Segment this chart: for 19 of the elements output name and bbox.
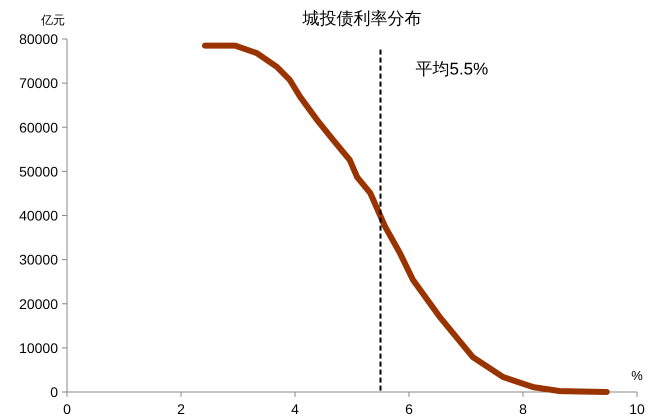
x-axis-title: %: [631, 368, 644, 383]
y-tick-label: 80000: [19, 31, 58, 47]
x-tick-label: 8: [519, 401, 528, 417]
y-tick-label: 40000: [19, 208, 58, 224]
x-tick-label: 10: [629, 401, 645, 417]
y-axis-title: 亿元: [40, 13, 65, 27]
x-tick-label: 0: [63, 401, 72, 417]
x-tick-label: 2: [177, 401, 186, 417]
x-tick-label: 4: [291, 401, 300, 417]
x-tick-label: 6: [405, 401, 414, 417]
chart-title: 城投债利率分布: [302, 9, 422, 28]
y-tick-label: 10000: [19, 340, 58, 356]
y-tick-label: 70000: [19, 75, 58, 92]
y-tick-label: 20000: [19, 296, 58, 312]
y-tick-label: 30000: [19, 252, 58, 268]
ref-line-label: 平均5.5%: [416, 59, 488, 78]
y-tick-label: 50000: [19, 163, 58, 180]
y-tick-label: 60000: [19, 119, 58, 136]
y-tick-label: 0: [50, 384, 58, 400]
